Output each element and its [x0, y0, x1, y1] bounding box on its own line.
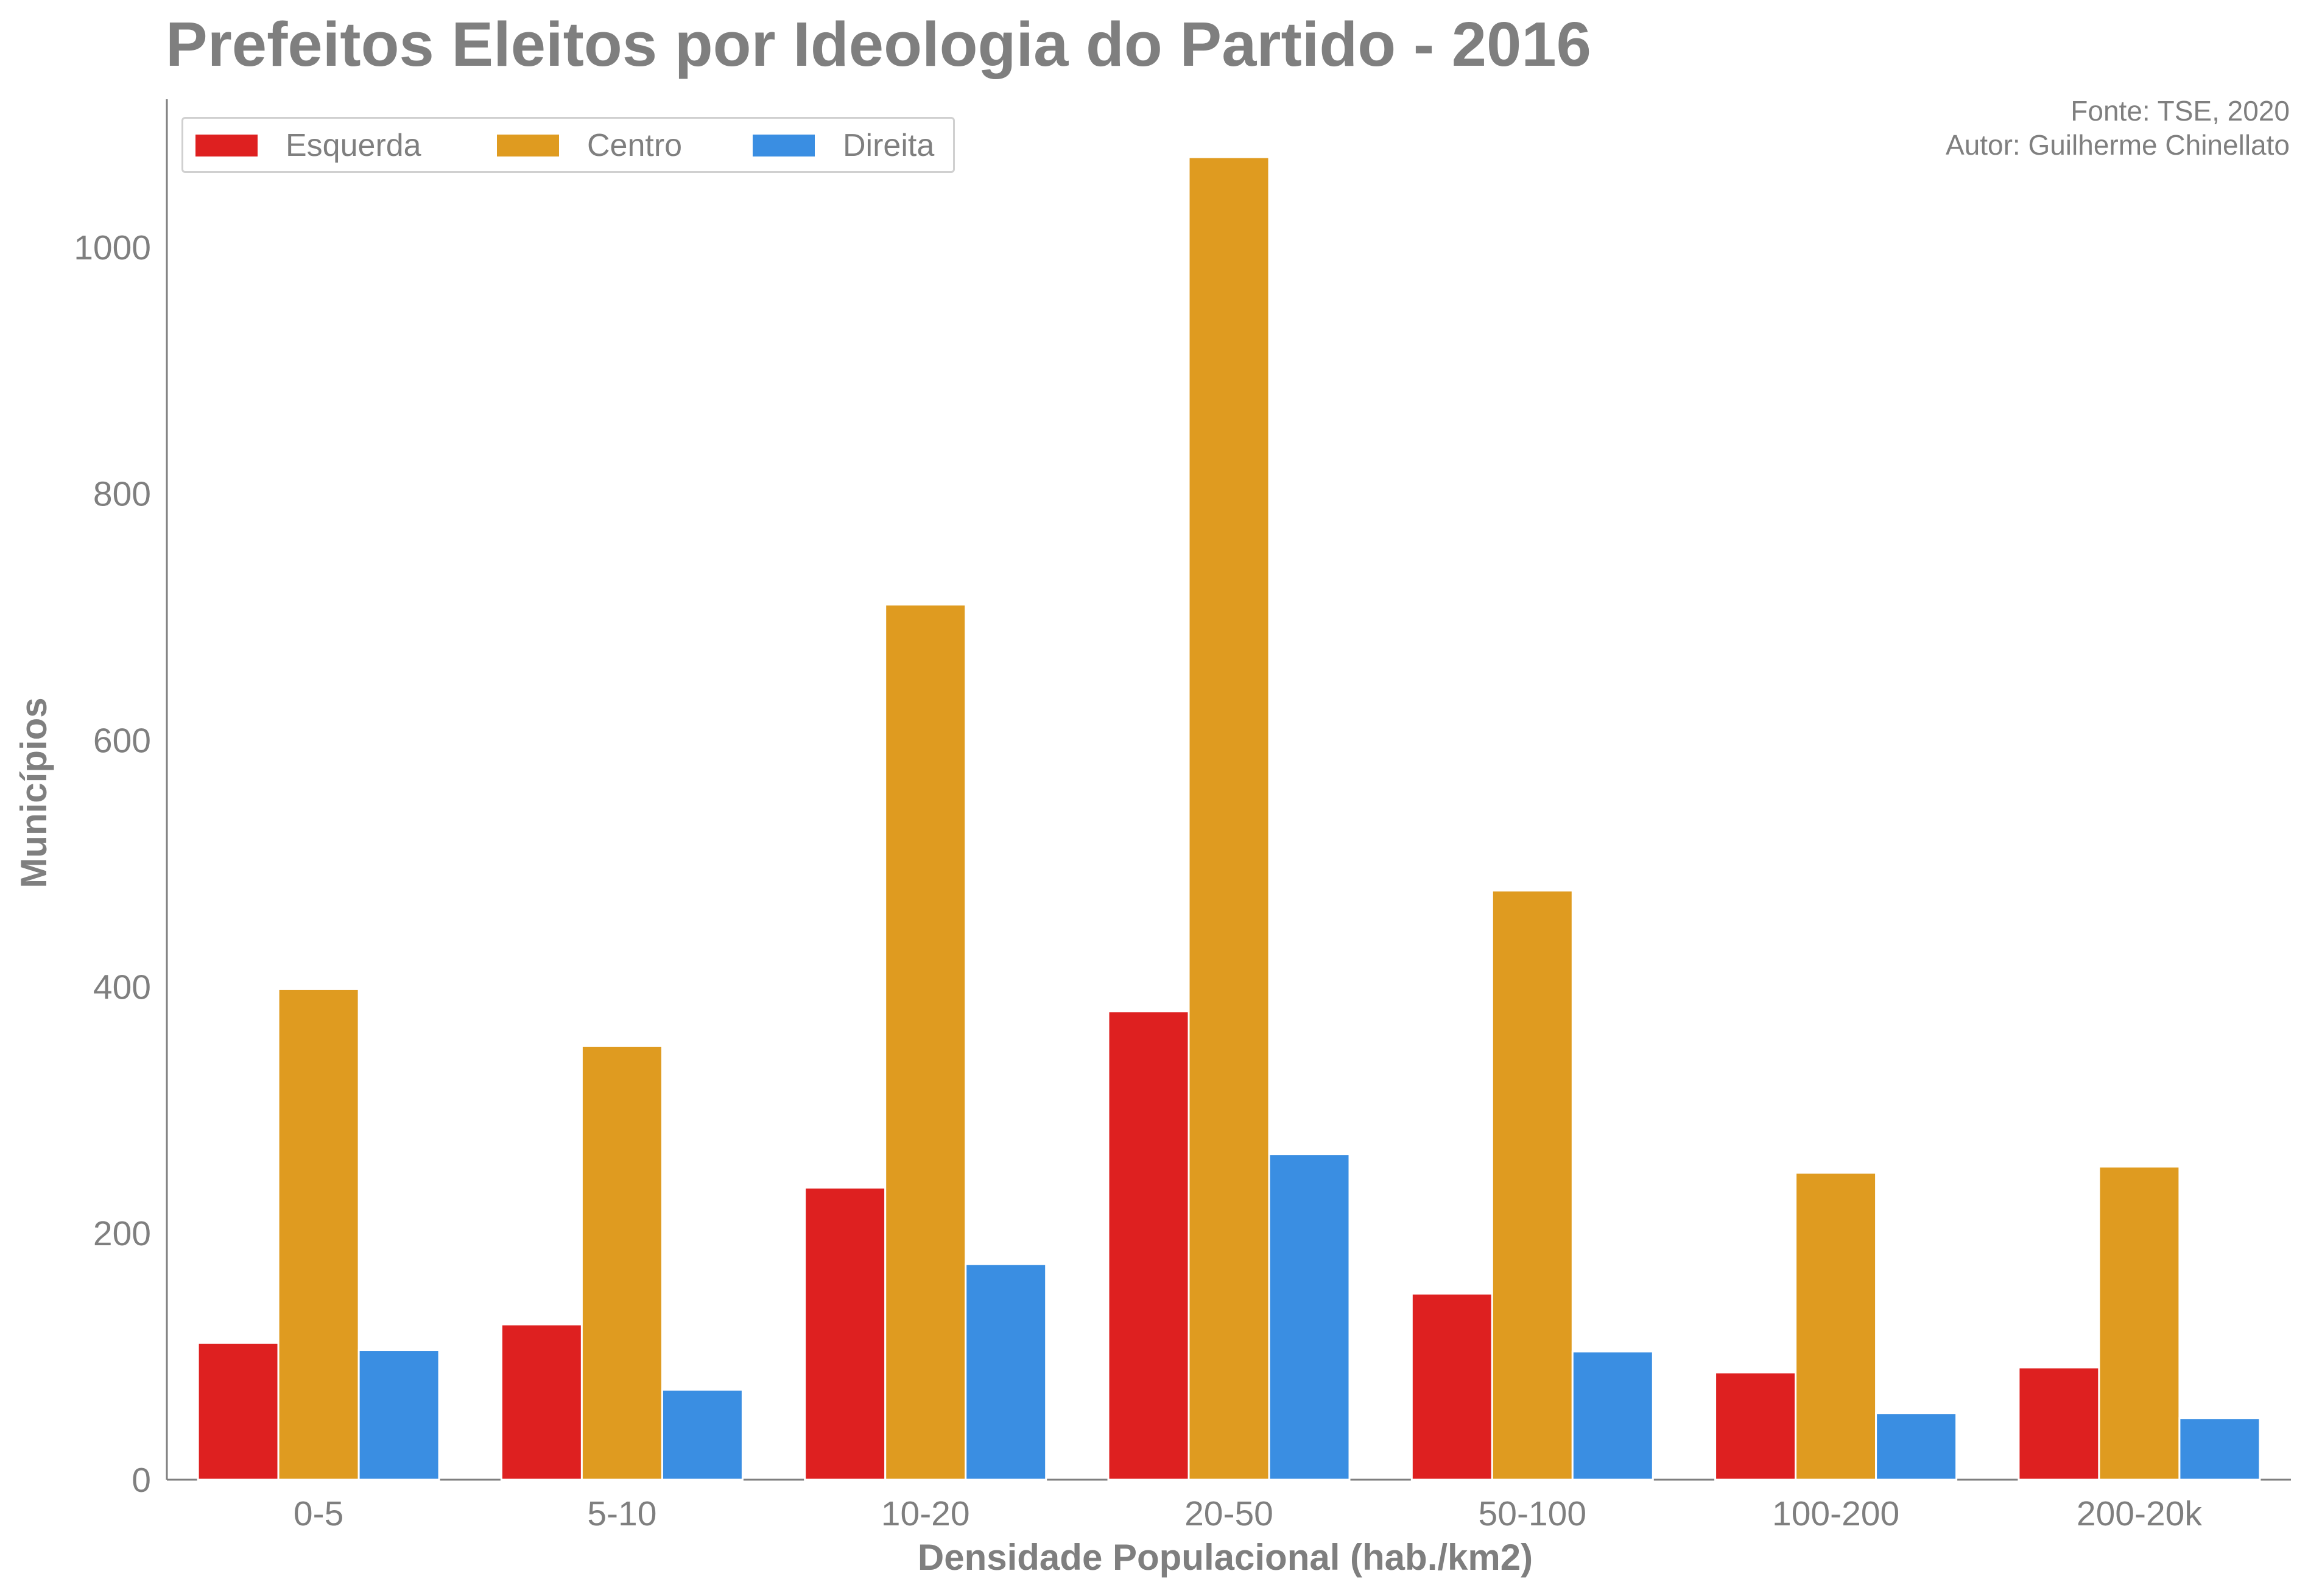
- y-tick-label: 200: [93, 1214, 151, 1253]
- x-tick-label: 100-200: [1772, 1494, 1899, 1533]
- legend-label-esquerda: Esquerda: [286, 128, 421, 163]
- x-tick-label: 20-50: [1184, 1494, 1273, 1533]
- author-line: Autor: Guilherme Chinellato: [1945, 129, 2290, 161]
- x-tick-label: 5-10: [587, 1494, 656, 1533]
- bar-direita-10-20: [965, 1263, 1047, 1481]
- y-tick-label: 0: [132, 1461, 151, 1500]
- x-tick-label: 0-5: [294, 1494, 343, 1533]
- bar-esquerda-100-200: [1714, 1371, 1797, 1481]
- bar-direita-0-5: [357, 1349, 440, 1481]
- legend-item-esquerda: Esquerda: [195, 127, 421, 164]
- legend-swatch-esquerda: [195, 135, 258, 156]
- bar-centro-5-10: [580, 1045, 663, 1481]
- bars-group: [197, 156, 2261, 1481]
- legend-item-centro: Centro: [497, 127, 682, 164]
- chart-title: Prefeitos Eleitos por Ideologia do Parti…: [166, 9, 1591, 79]
- bar-direita-5-10: [661, 1388, 744, 1481]
- bar-centro-20-50: [1187, 156, 1270, 1481]
- bar-direita-100-200: [1875, 1412, 1958, 1481]
- bar-direita-200-20k: [2178, 1417, 2261, 1481]
- x-axis-label: Densidade Populacional (hab./km2): [918, 1537, 1533, 1578]
- chart-legend: Esquerda Centro Direita: [181, 117, 955, 173]
- legend-label-direita: Direita: [843, 128, 935, 163]
- legend-label-centro: Centro: [587, 128, 683, 163]
- legend-swatch-direita: [753, 135, 815, 156]
- bar-esquerda-10-20: [804, 1186, 887, 1481]
- x-tick-label: 10-20: [881, 1494, 970, 1533]
- bar-direita-50-100: [1571, 1351, 1654, 1481]
- bar-centro-200-20k: [2098, 1165, 2181, 1481]
- y-tick-label: 800: [93, 475, 151, 514]
- bar-esquerda-0-5: [197, 1341, 280, 1481]
- x-tick-labels: 0-5 5-10 10-20 20-50 50-100 100-200 200-20k: [294, 1494, 2202, 1533]
- bar-centro-100-200: [1795, 1172, 1877, 1481]
- bar-centro-10-20: [884, 603, 967, 1481]
- y-tick-label: 1000: [74, 228, 151, 267]
- y-tick-label: 600: [93, 722, 151, 761]
- bar-esquerda-5-10: [500, 1323, 583, 1481]
- legend-item-direita: Direita: [753, 127, 934, 164]
- y-tick-label: 400: [93, 968, 151, 1007]
- bar-direita-20-50: [1268, 1153, 1351, 1481]
- legend-swatch-centro: [497, 135, 559, 156]
- bar-esquerda-20-50: [1107, 1010, 1190, 1481]
- source-annotation: Fonte: TSE, 2020 Autor: Guilherme Chinel…: [1946, 94, 2290, 162]
- source-line: Fonte: TSE, 2020: [2071, 95, 2290, 127]
- y-axis-label: Municípios: [13, 697, 54, 888]
- bar-centro-0-5: [277, 988, 360, 1481]
- bar-centro-50-100: [1491, 890, 1574, 1481]
- y-tick-labels: 0 200 400 600 800 1000: [74, 228, 151, 1500]
- x-tick-label: 200-20k: [2077, 1494, 2202, 1533]
- bar-esquerda-200-20k: [2018, 1366, 2100, 1481]
- bar-esquerda-50-100: [1410, 1292, 1493, 1481]
- x-tick-label: 50-100: [1479, 1494, 1587, 1533]
